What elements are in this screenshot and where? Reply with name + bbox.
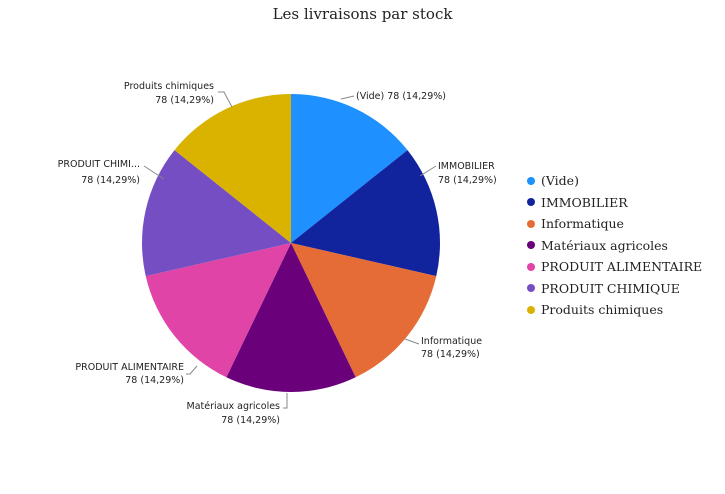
legend-label: (Vide) [541,173,579,189]
chart-title: Les livraisons par stock [272,5,453,23]
legend-color-dot [527,198,535,207]
slice-name-label: PRODUIT CHIMI... [58,159,140,170]
slice-name-label: Matériaux agricoles [187,401,281,412]
legend-item[interactable]: Produits chimiques [527,299,702,321]
legend-label: IMMOBILIER [541,194,628,210]
leader-line [419,165,437,177]
legend-color-dot [527,219,535,228]
slice-name-label: (Vide) 78 (14,29%) [356,91,446,102]
legend-color-dot [527,305,535,314]
legend-item[interactable]: PRODUIT ALIMENTAIRE [527,256,702,278]
legend-color-dot [527,284,535,293]
pie-slice[interactable] [291,243,437,378]
slice-name-label: Informatique [421,336,482,347]
slice-value-label: 78 (14,29%) [421,349,480,360]
slice-value-label: 78 (14,29%) [81,175,140,186]
legend-label: Matériaux agricoles [541,237,668,253]
legend-color-dot [527,241,535,250]
slice-value-label: 78 (14,29%) [125,375,184,386]
legend-label: Informatique [541,216,624,232]
chart-legend: (Vide) IMMOBILIER Informatique Matériaux ag… [527,170,702,321]
pie-slice[interactable] [142,150,291,277]
legend-item[interactable]: Informatique [527,213,702,235]
slice-value-label: 78 (14,29%) [221,415,280,426]
slice-value-label: 78 (14,29%) [438,175,497,186]
legend-label: Produits chimiques [541,302,664,318]
leader-line [404,338,420,345]
slice-name-label: Produits chimiques [124,81,214,92]
slice-name-label: PRODUIT ALIMENTAIRE [75,362,184,373]
leader-line [340,95,355,100]
legend-color-dot [527,262,535,271]
leader-line [218,91,233,108]
leader-line [283,393,288,409]
legend-item[interactable]: IMMOBILIER [527,192,702,214]
leader-line [186,365,198,375]
legend-item[interactable]: Matériaux agricoles [527,235,702,257]
leader-line [143,165,165,180]
pie-slice[interactable] [291,150,440,277]
legend-item[interactable]: PRODUIT CHIMIQUE [527,278,702,300]
pie-slice[interactable] [291,94,408,243]
legend-label: PRODUIT CHIMIQUE [541,280,680,296]
pie-slice[interactable] [174,94,291,243]
slice-value-label: 78 (14,29%) [155,95,214,106]
legend-color-dot [527,176,535,185]
legend-item[interactable]: (Vide) [527,170,702,192]
legend-label: PRODUIT ALIMENTAIRE [541,259,703,275]
pie-slice[interactable] [145,243,291,378]
slice-name-label: IMMOBILIER [438,161,495,172]
pie-slice[interactable] [226,243,356,392]
